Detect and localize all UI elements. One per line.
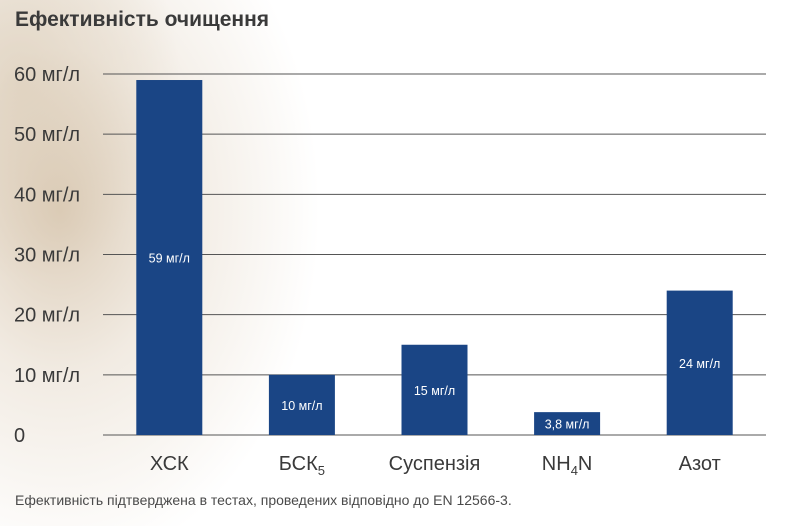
x-tick-label-3: NH4N: [542, 453, 593, 478]
y-tick-label-6: 60 мг/л: [14, 64, 80, 86]
bar-value-label-2: 15 мг/л: [414, 384, 455, 398]
y-tick-label-0: 0: [14, 425, 25, 447]
x-tick-label-0: ХСК: [150, 453, 189, 475]
bar-2: [401, 344, 468, 435]
bar-3: [534, 412, 601, 435]
chart-title: Ефективність очищення: [15, 8, 270, 31]
y-tick-label-4: 40 мг/л: [14, 184, 80, 206]
x-tick-label-2: Суспензія: [389, 453, 481, 475]
bar-value-label-1: 10 мг/л: [281, 399, 322, 413]
x-tick-label-4: Азот: [679, 453, 721, 475]
y-tick-label-5: 50 мг/л: [14, 124, 80, 146]
bar-value-label-3: 3,8 мг/л: [545, 418, 590, 432]
footnote: Ефективність підтверджена в тестах, пров…: [15, 492, 512, 508]
bar-value-label-4: 24 мг/л: [679, 357, 720, 371]
bar-4: [666, 290, 733, 435]
bar-value-label-0: 59 мг/л: [149, 252, 190, 266]
bar-0: [136, 80, 203, 436]
y-tick-label-3: 30 мг/л: [14, 245, 80, 267]
x-tick-label-1: БСК5: [279, 453, 325, 478]
y-tick-label-1: 10 мг/л: [14, 365, 80, 387]
bar-1: [268, 374, 335, 435]
y-tick-label-2: 20 мг/л: [14, 305, 80, 327]
